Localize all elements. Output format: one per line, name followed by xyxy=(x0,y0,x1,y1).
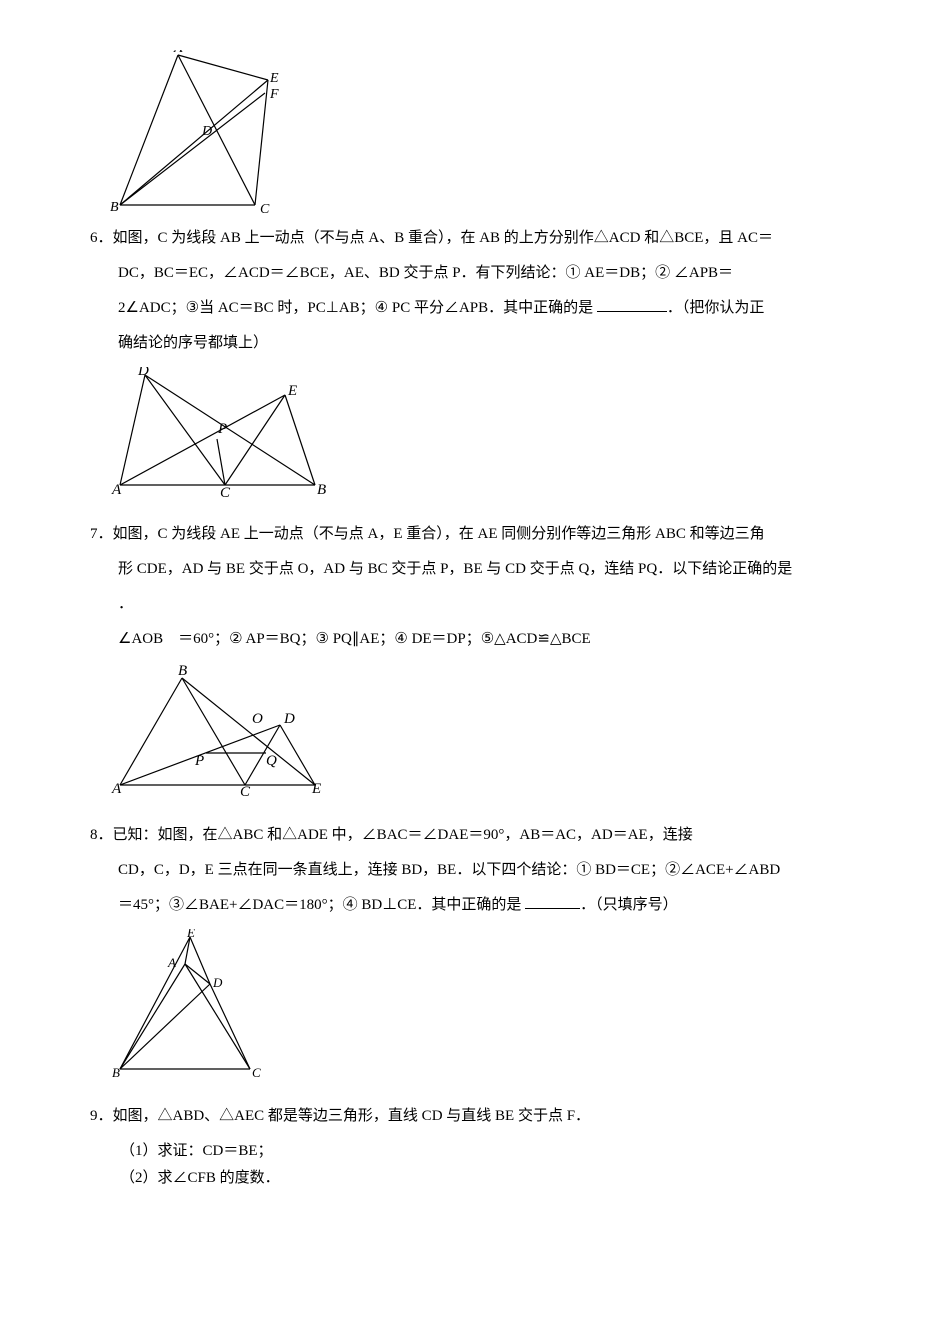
svg-text:C: C xyxy=(260,202,270,215)
problem-8-number: 8． xyxy=(90,827,113,843)
svg-text:A: A xyxy=(111,781,122,797)
figure-7: A B C D E O P Q xyxy=(110,663,860,798)
svg-text:B: B xyxy=(178,663,187,679)
svg-text:D: D xyxy=(201,124,212,139)
svg-text:P: P xyxy=(217,421,227,437)
figure-6: A B C D E P xyxy=(110,367,860,497)
problem-8-line3: ＝45°；③∠BAE+∠DAC＝180°；④ BD⊥CE．其中正确的是 xyxy=(118,897,525,913)
svg-text:B: B xyxy=(317,482,326,497)
svg-text:E: E xyxy=(186,929,195,940)
problem-9-line1: 如图，△ABD、△AEC 都是等边三角形，直线 CD 与直线 BE 交于点 F． xyxy=(113,1108,591,1124)
problem-6: 6．如图，C 为线段 AB 上一动点（不与点 A、B 重合），在 AB 的上方分… xyxy=(90,225,860,497)
problem-6-line2: DC，BC＝EC，∠ACD＝∠BCE，AE、BD 交于点 P．有下列结论：① A… xyxy=(118,260,860,287)
problem-8-line3b: ．（只填序号） xyxy=(580,897,678,913)
problem-6-line1: 如图，C 为线段 AB 上一动点（不与点 A、B 重合），在 AB 的上方分别作… xyxy=(113,230,773,246)
svg-text:F: F xyxy=(269,87,279,102)
problem-9-text: 9．如图，△ABD、△AEC 都是等边三角形，直线 CD 与直线 BE 交于点 … xyxy=(90,1103,860,1130)
problem-9-number: 9． xyxy=(90,1108,113,1124)
svg-text:C: C xyxy=(252,1065,261,1079)
problem-6-number: 6． xyxy=(90,230,113,246)
problem-8: 8．已知：如图，在△ABC 和△ADE 中，∠BAC＝∠DAE＝90°，AB＝A… xyxy=(90,822,860,1079)
svg-text:E: E xyxy=(287,383,297,399)
figure-5: A B C D E F xyxy=(110,50,860,215)
problem-6-blank xyxy=(597,297,667,312)
problem-6-line3: 2∠ADC；③当 AC＝BC 时，PC⊥AB；④ PC 平分∠APB．其中正确的… xyxy=(118,300,597,316)
svg-text:B: B xyxy=(112,1065,120,1079)
svg-text:D: D xyxy=(212,975,223,990)
problem-8-line1: 已知：如图，在△ABC 和△ADE 中，∠BAC＝∠DAE＝90°，AB＝AC，… xyxy=(113,827,693,843)
figure-8: A B C D E xyxy=(110,929,860,1079)
svg-text:E: E xyxy=(269,71,279,86)
svg-text:O: O xyxy=(252,711,263,727)
svg-text:P: P xyxy=(194,753,204,769)
problem-9: 9．如图，△ABD、△AEC 都是等边三角形，直线 CD 与直线 BE 交于点 … xyxy=(90,1103,860,1192)
problem-7-line4: ∠AOB ＝60°；② AP＝BQ；③ PQ∥AE；④ DE＝DP；⑤△ACD≌… xyxy=(118,626,860,653)
svg-text:Q: Q xyxy=(266,753,277,769)
problem-7-text: 7．如图，C 为线段 AE 上一动点（不与点 A，E 重合），在 AE 同侧分别… xyxy=(90,521,860,548)
svg-text:E: E xyxy=(311,781,321,797)
problem-7-line1: 如图，C 为线段 AE 上一动点（不与点 A，E 重合），在 AE 同侧分别作等… xyxy=(113,526,765,542)
problem-9-sub2: （2）求∠CFB 的度数． xyxy=(120,1165,860,1192)
svg-text:A: A xyxy=(167,955,176,970)
problem-6-line3b: ．（把你认为正 xyxy=(667,300,765,316)
problem-7-line3: ． xyxy=(118,591,860,618)
svg-text:C: C xyxy=(240,784,251,798)
problem-6-line4: 确结论的序号都填上） xyxy=(118,330,860,357)
problem-6-line3-wrap: 2∠ADC；③当 AC＝BC 时，PC⊥AB；④ PC 平分∠APB．其中正确的… xyxy=(118,295,860,322)
problem-7-number: 7． xyxy=(90,526,113,542)
svg-text:C: C xyxy=(220,485,231,497)
problem-8-line3-wrap: ＝45°；③∠BAE+∠DAC＝180°；④ BD⊥CE．其中正确的是 ．（只填… xyxy=(118,892,860,919)
problem-6-text: 6．如图，C 为线段 AB 上一动点（不与点 A、B 重合），在 AB 的上方分… xyxy=(90,225,860,252)
problem-7: 7．如图，C 为线段 AE 上一动点（不与点 A，E 重合），在 AE 同侧分别… xyxy=(90,521,860,798)
problem-7-line2: 形 CDE，AD 与 BE 交于点 O，AD 与 BC 交于点 P，BE 与 C… xyxy=(118,556,860,583)
svg-text:D: D xyxy=(137,367,149,379)
svg-text:A: A xyxy=(111,482,122,497)
svg-text:A: A xyxy=(173,50,183,56)
svg-text:B: B xyxy=(110,200,119,215)
problem-8-blank xyxy=(525,894,580,909)
problem-9-sub1: （1）求证：CD＝BE； xyxy=(120,1138,860,1165)
svg-text:D: D xyxy=(283,711,295,727)
problem-8-line2: CD，C，D，E 三点在同一条直线上，连接 BD，BE．以下四个结论：① BD＝… xyxy=(118,857,860,884)
problem-8-text: 8．已知：如图，在△ABC 和△ADE 中，∠BAC＝∠DAE＝90°，AB＝A… xyxy=(90,822,860,849)
